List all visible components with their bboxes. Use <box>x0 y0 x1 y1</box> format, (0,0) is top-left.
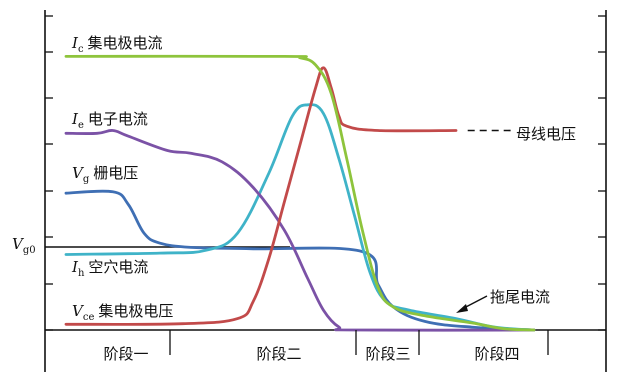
series-line-vg <box>64 189 536 332</box>
series-line-ic <box>64 54 536 332</box>
series-line-ih <box>64 103 536 332</box>
phase-label-2: 阶段二 <box>256 345 301 363</box>
bus-voltage-label: 母线电压 <box>516 125 576 143</box>
series-lines <box>64 54 536 332</box>
vg0-label: Vg0 <box>12 235 36 256</box>
series-label-vg: Vg 栅电压 <box>72 164 138 185</box>
tail-current-label: 拖尾电流 <box>490 288 550 306</box>
series-label-ih: Ih 空穴电流 <box>71 258 148 279</box>
series-label-ic: Ic 集电极电流 <box>71 34 163 55</box>
phase-label-1: 阶段一 <box>103 345 148 363</box>
series-labels: Ic 集电极电流 Ie 电子电流 Vg 栅电压 Ih 空穴电流 Vce 集电极电压 <box>71 34 173 323</box>
series-line-ie <box>64 129 536 332</box>
series-label-vce: Vce 集电极电压 <box>72 302 173 323</box>
series-line-vce <box>64 66 458 326</box>
tail-current-arrow <box>456 295 488 313</box>
phase-axis: 阶段一 阶段二 阶段三 阶段四 <box>103 330 549 363</box>
phase-label-4: 阶段四 <box>474 345 519 363</box>
series-label-ie: Ie 电子电流 <box>71 110 148 131</box>
axis-ticks <box>45 15 606 331</box>
phase-label-3: 阶段三 <box>365 345 410 363</box>
